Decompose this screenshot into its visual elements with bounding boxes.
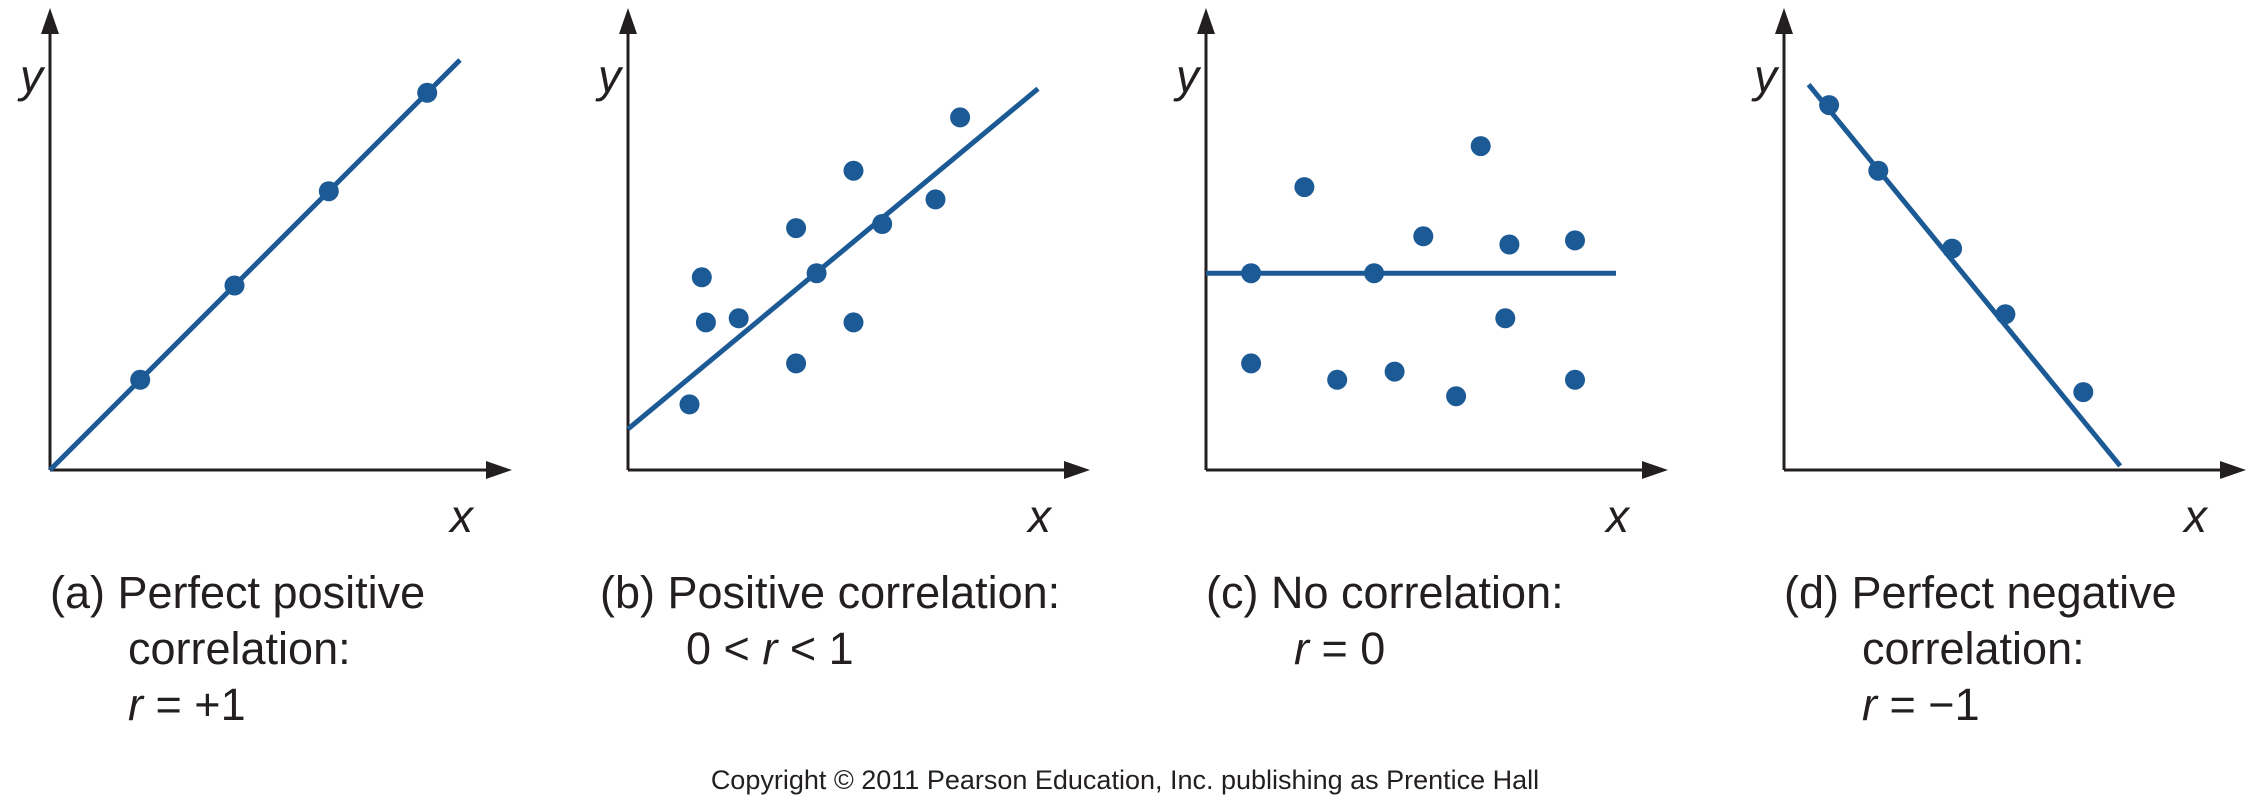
data-point [417,82,438,103]
data-point [691,267,712,288]
data-point [786,218,807,239]
data-point [1470,136,1491,157]
data-point [1446,386,1467,407]
data-point [1294,177,1315,198]
caption-a-r-symbol: r [128,679,143,730]
data-point [1327,369,1348,390]
data-point [728,308,749,329]
plot-b: yx [595,8,1090,542]
plot-a: yx [17,8,512,542]
caption-d-line2: correlation: [1862,623,2085,674]
x-axis-label: x [448,490,475,542]
x-axis-arrow [486,461,512,479]
x-axis-arrow [1064,461,1090,479]
data-point [1819,95,1840,116]
caption-b-title: (b) Positive correlation: [600,567,1061,618]
data-point [843,312,864,333]
data-point [1942,238,1963,259]
data-point [224,275,245,296]
data-point [1565,230,1585,251]
x-axis-label: x [1026,490,1053,542]
data-point [1565,369,1585,390]
caption-d: (d) Perfect negative correlation: r = −1 [1784,565,2177,733]
caption-d-r-symbol: r [1862,679,1877,730]
data-point [1241,263,1262,284]
data-point [1495,308,1516,329]
plot-d: yx [1751,8,2246,542]
caption-a-r-value: = +1 [143,679,246,730]
data-point [872,214,893,234]
data-point [1499,234,1520,255]
caption-c: (c) No correlation: r = 0 [1206,565,1564,677]
y-axis-arrow [1775,8,1793,34]
caption-b-prefix: 0 < [686,623,763,674]
regression-line [1806,83,2123,468]
data-point [1241,353,1262,374]
data-point [2073,382,2094,403]
y-axis-label: y [1173,50,1202,102]
caption-b: (b) Positive correlation: 0 < r < 1 [600,565,1060,677]
data-point [679,394,700,415]
caption-b-r-symbol: r [762,623,778,674]
data-point [1364,263,1385,284]
y-axis-label: y [595,50,624,102]
plot-c: yx [1173,8,1668,542]
caption-a-title: (a) Perfect positive [50,567,426,618]
caption-b-suffix: < 1 [777,623,854,674]
x-axis-arrow [1642,461,1668,479]
data-point [1995,304,2016,325]
caption-a: (a) Perfect positive correlation: r = +1 [50,565,425,733]
x-axis-label: x [1604,490,1631,542]
y-axis-arrow [41,8,59,34]
y-axis-label: y [17,50,46,102]
caption-d-r-value: = −1 [1877,679,1980,730]
data-point [925,189,946,210]
x-axis-label: x [2182,490,2209,542]
data-point [318,181,339,202]
data-point [843,160,864,181]
data-point [695,312,716,333]
regression-line [48,58,462,472]
data-point [130,369,151,390]
x-axis-arrow [2220,461,2246,479]
data-point [1868,160,1889,181]
data-point [786,353,807,374]
data-point [806,263,827,284]
regression-line [626,86,1040,431]
copyright-notice: Copyright © 2011 Pearson Education, Inc.… [710,765,1540,795]
data-point [1384,361,1405,382]
data-point [1413,226,1434,247]
y-axis-arrow [1197,8,1215,34]
caption-c-r-value: = 0 [1309,623,1386,674]
y-axis-label: y [1751,50,1780,102]
caption-a-line2: correlation: [128,623,351,674]
caption-c-r-symbol: r [1294,623,1309,674]
y-axis-arrow [619,8,637,34]
caption-c-title: (c) No correlation: [1206,567,1564,618]
data-point [950,107,971,128]
caption-d-title: (d) Perfect negative [1784,567,2177,618]
